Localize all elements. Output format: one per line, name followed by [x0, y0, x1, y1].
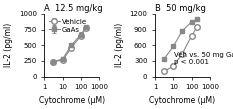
Legend: Vehicle, GaAs: Vehicle, GaAs: [48, 17, 88, 34]
X-axis label: Cytochrome (μM): Cytochrome (μM): [39, 96, 105, 105]
Text: A  12.5 mg/kg: A 12.5 mg/kg: [44, 4, 103, 13]
Text: Veh vs. 50 mg GaAs:
p < 0.001: Veh vs. 50 mg GaAs: p < 0.001: [174, 52, 233, 65]
Y-axis label: IL-2 (pg/ml): IL-2 (pg/ml): [115, 23, 124, 67]
Text: B  50 mg/kg: B 50 mg/kg: [155, 4, 206, 13]
Y-axis label: IL-2 (pg/ml): IL-2 (pg/ml): [4, 23, 13, 67]
X-axis label: Cytochrome (μM): Cytochrome (μM): [149, 96, 216, 105]
